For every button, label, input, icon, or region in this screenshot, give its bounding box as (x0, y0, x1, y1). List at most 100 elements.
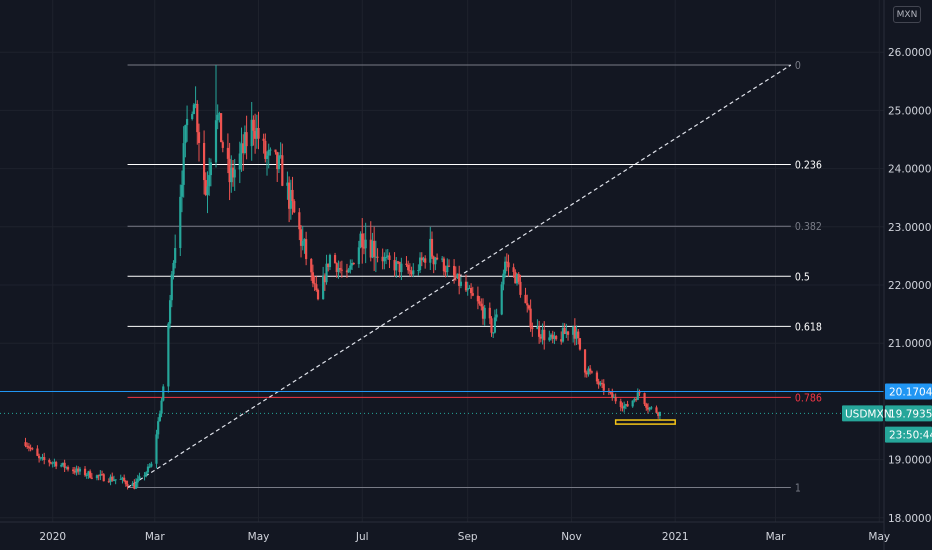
highlight-rectangle[interactable] (614, 419, 676, 425)
candle-body (155, 434, 158, 464)
candle-body (395, 261, 398, 271)
candle-body (298, 212, 301, 230)
candle-body (349, 265, 352, 270)
candle (459, 276, 462, 289)
candle (434, 256, 437, 271)
candle-body (626, 404, 629, 407)
candle (384, 249, 388, 265)
y-tick-label: 23.00000 (888, 222, 932, 234)
candle-body (490, 318, 493, 333)
candle (55, 460, 58, 470)
candle (393, 252, 396, 277)
candle (514, 269, 517, 284)
candle-body (560, 339, 563, 342)
candle (595, 370, 599, 385)
candle-body (228, 158, 231, 183)
candle-body (500, 284, 503, 315)
candle (589, 365, 592, 375)
candle-body (435, 257, 439, 260)
candle-body (90, 477, 93, 479)
candle (633, 397, 636, 403)
candle (162, 384, 165, 402)
candle-body (219, 113, 223, 143)
candle (310, 258, 313, 281)
candle (301, 225, 304, 251)
candle (143, 472, 146, 481)
candle-body (31, 448, 34, 450)
candle (66, 465, 70, 472)
price-tag-text: 19.79350 (889, 408, 932, 420)
candle-body (517, 274, 520, 282)
candle-body (398, 261, 401, 273)
candle-body (519, 281, 522, 295)
candle (264, 133, 267, 163)
candle-body (364, 239, 367, 249)
candle (226, 133, 229, 174)
candle (410, 266, 413, 277)
candle (89, 469, 92, 479)
candle (185, 105, 189, 142)
candle-body (194, 103, 197, 105)
candle (512, 263, 515, 278)
candle-body (231, 167, 235, 178)
candle (209, 158, 212, 187)
chart-overlays[interactable] (0, 390, 884, 425)
candle-body (65, 467, 68, 469)
fibonacci-retracement[interactable]: 0 0.236 0.382 0.5 0.618 0.786 1 (127, 60, 822, 495)
candle (311, 264, 315, 288)
y-tick-label: 26.00000 (888, 47, 932, 59)
candle-body (359, 233, 362, 248)
candle (339, 261, 342, 274)
candle (597, 378, 600, 389)
candle (221, 140, 224, 153)
candle-body (553, 335, 556, 339)
candle-body (619, 401, 622, 407)
candle-body (476, 295, 480, 302)
currency-badge[interactable]: MXN (893, 6, 921, 23)
candle (361, 218, 364, 264)
candle (99, 470, 102, 481)
candle (527, 304, 531, 311)
x-tick-label: Sep (458, 531, 478, 543)
y-tick-label: 25.00000 (888, 105, 932, 117)
candle-body (221, 142, 224, 148)
candle (381, 248, 384, 270)
candle-body (216, 114, 219, 121)
candle-body (384, 256, 388, 258)
candle (184, 124, 187, 158)
price-tags: 20.17049 19.79350 23:50:44 USDMXN (842, 383, 932, 443)
y-tick-label: 22.00000 (888, 280, 932, 292)
candle (102, 473, 105, 482)
candle (517, 272, 520, 285)
candle (529, 299, 532, 332)
candle (619, 398, 622, 412)
candle (398, 261, 401, 278)
candle-body (527, 305, 531, 309)
candle-body (107, 481, 110, 483)
candle-body (572, 326, 575, 335)
candle-body (288, 182, 291, 209)
y-tick-label: 21.00000 (888, 338, 932, 350)
candle (478, 296, 481, 306)
candle-body (131, 483, 134, 487)
candle-body (595, 372, 599, 382)
candle-body (281, 155, 284, 186)
candle-body (340, 269, 343, 271)
candle-body (507, 262, 510, 268)
candle (585, 370, 588, 378)
candle-body (277, 155, 281, 170)
candle (369, 221, 372, 262)
candle-body (339, 268, 342, 270)
candle (560, 331, 563, 345)
candle-body (126, 484, 129, 487)
candle-body (243, 132, 247, 153)
candle-body (301, 240, 304, 246)
candle-body (279, 155, 282, 157)
candle (111, 472, 114, 482)
symbol-tag-bg (842, 405, 883, 422)
candle-body (424, 258, 427, 263)
candle-body (325, 263, 328, 283)
candle (549, 333, 553, 341)
candle-body (577, 331, 580, 339)
